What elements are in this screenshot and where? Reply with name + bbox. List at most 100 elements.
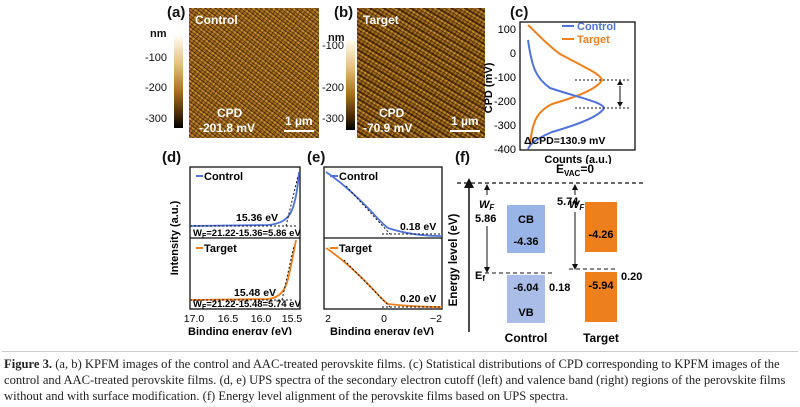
target-wf-equation: WF=21.22-15.48=5.74 eV [193, 299, 301, 311]
figure-caption: Figure 3. (a, b) KPFM images of the cont… [4, 356, 796, 404]
control-tangent [285, 175, 299, 227]
colorbar-unit-right: nm [328, 32, 345, 44]
panel-c-letter: (c) [510, 4, 529, 21]
colorbar-tick-200-right: -200 [322, 82, 345, 94]
xtick-d-2: 16.0 [251, 313, 272, 325]
ytick-c-5: -400 [494, 144, 516, 156]
control-cb-label: CB [518, 214, 534, 226]
cpd-title-target: CPD [379, 106, 405, 120]
control-wf-label: WF [479, 199, 495, 212]
scale-label-control: 1 µm [285, 114, 313, 128]
colorbar-unit-left: nm [150, 28, 167, 40]
target-vb-block [585, 272, 617, 322]
target-wf-arrowhead-up [572, 184, 578, 190]
target-cb-value: -4.26 [588, 229, 613, 241]
control-cb-value: -4.36 [513, 236, 538, 248]
ytick-c-3: -200 [494, 96, 516, 108]
control-valence-value: 0.18 eV [400, 221, 436, 233]
xtick-e-0: 2 [325, 313, 331, 325]
control-vb-value: -6.04 [513, 282, 539, 294]
caption-label: Figure 3. [4, 357, 53, 371]
legend-target-c: Target [577, 34, 610, 46]
xtick-d-3: 15.5 [282, 313, 303, 325]
target-vb-value: -5.94 [588, 280, 614, 292]
target-name: Target [583, 331, 619, 345]
ytick-c-2: -100 [494, 72, 516, 84]
delta-arrowhead-up [617, 80, 623, 85]
xlabel-c: Counts (a.u.) [544, 154, 612, 164]
colorbar-tick-300-left: -300 [145, 113, 168, 125]
target-distribution-curve [527, 24, 604, 147]
control-valence-tangent [345, 185, 391, 235]
evac-label: EVAC=0 [556, 162, 594, 178]
target-wf-label: WF [569, 199, 585, 212]
colorbar-left [174, 36, 183, 128]
xtick-e-2: −2 [430, 313, 442, 325]
kpfm-image-target: Target CPD -70.9 mV 1 µm [357, 8, 485, 138]
image-label-control: Control [195, 13, 238, 27]
control-gap-value: 0.18 [549, 282, 570, 294]
panel-e-letter: (e) [307, 149, 326, 166]
scale-label-target: 1 µm [451, 114, 479, 128]
control-wf-value: 5.86 [475, 213, 496, 225]
ytick-c-1: 0 [510, 48, 516, 60]
colorbar-tick-200-left: -200 [145, 82, 168, 94]
panel-d-letter: (d) [162, 149, 182, 166]
colorbar-tick-300-right: -300 [322, 113, 345, 125]
legend-target-d: Target [204, 243, 237, 255]
target-cutoff-value: 15.48 eV [234, 287, 276, 299]
control-cutoff-curve [189, 171, 300, 227]
xtick-d-1: 16.5 [218, 313, 239, 325]
ytick-c-4: -300 [494, 120, 516, 132]
image-label-target: Target [363, 13, 399, 27]
target-valence-value: 0.20 eV [400, 293, 436, 305]
legend-control-c: Control [577, 21, 616, 33]
scale-bar-control [284, 130, 314, 132]
cpd-title-control: CPD [217, 106, 243, 120]
legend-target-e: Target [339, 243, 372, 255]
caption-rule [2, 351, 798, 352]
delta-cpd-label: ΔCPD=130.9 mV [524, 135, 605, 147]
xtick-e-1: 0 [381, 313, 387, 325]
caption-text: (a, b) KPFM images of the control and AA… [4, 357, 786, 403]
xlabel-e: Binding energy (eV) [330, 326, 434, 335]
colorbar-tick-100-left: -100 [145, 52, 168, 64]
ytick-c-0: 100 [498, 24, 516, 36]
cpd-distribution-chart: 100 0 -100 -200 -300 -400 CPD (mV) Contr… [483, 21, 636, 164]
panel-a-letter: (a) [167, 4, 186, 21]
target-cutoff-curve [189, 239, 297, 301]
control-wf-arrowhead-down [484, 267, 490, 273]
kpfm-image-control: Control CPD -201.8 mV 1 µm [189, 8, 319, 138]
ylabel-c: CPD (mV) [483, 62, 495, 113]
cpd-value-target: -70.9 mV [363, 121, 413, 135]
legend-control-d: Control [204, 171, 243, 183]
control-vb-block [507, 275, 545, 323]
energy-level-diagram: EVAC=0 Energy level (eV) WF 5.86 Ef CB -… [448, 162, 645, 345]
panel-b-letter: (b) [334, 4, 354, 21]
control-cutoff-value: 15.36 eV [236, 212, 278, 224]
target-tangent [281, 245, 295, 301]
energy-axis-arrowhead [464, 178, 474, 188]
delta-arrowhead-down [617, 102, 623, 107]
ups-valence-chart: Control 0.18 eV Target 0.20 eV 2 0 −2 Bi… [323, 166, 443, 335]
scale-bar-target [450, 130, 480, 132]
target-wf-value: 5.74 [557, 196, 579, 208]
xlabel-d: Binding energy (eV) [188, 326, 292, 335]
control-name: Control [505, 331, 548, 345]
plot-frame-c [519, 21, 636, 151]
target-cb-block [585, 202, 617, 252]
control-cb-block [507, 205, 545, 253]
target-gap-value: 0.20 [621, 271, 642, 283]
cpd-value-control: -201.8 mV [199, 121, 256, 135]
legend-control-e: Control [339, 171, 378, 183]
control-wf-arrowhead-up [484, 184, 490, 190]
xtick-d-0: 17.0 [184, 313, 205, 325]
target-valence-tangent [343, 259, 391, 308]
colorbar-tick-100-right: -100 [322, 40, 345, 52]
target-wf-arrowhead-down [572, 264, 578, 270]
colorbar-right [346, 40, 355, 130]
ylabel-d: Intensity (a.u.) [169, 200, 181, 275]
control-vb-label: VB [518, 307, 533, 319]
ups-cutoff-chart: Intensity (a.u.) Control 15.36 eV WF=21.… [169, 166, 303, 335]
panel-f-letter: (f) [455, 149, 470, 166]
